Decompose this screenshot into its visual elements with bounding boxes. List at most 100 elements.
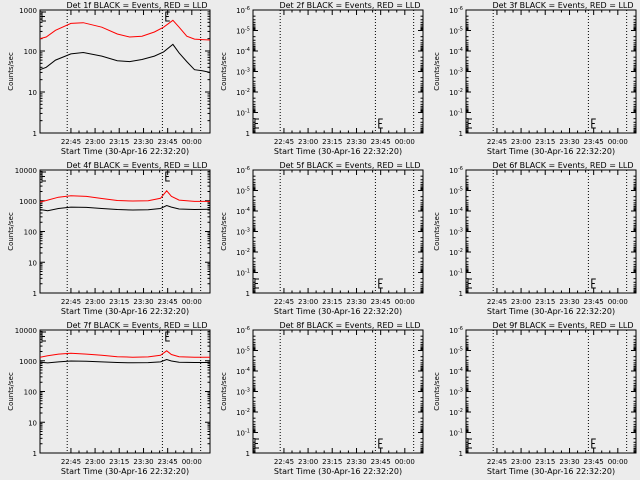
y-tick-label: 10-4 — [236, 207, 250, 216]
panel-title: Det 1f BLACK = Events, RED = LLD — [66, 1, 207, 10]
y-tick-label: 10-5 — [449, 27, 463, 36]
y-tick-label: 1000 — [19, 7, 37, 15]
e-marker-right — [378, 118, 383, 129]
x-tick-label: 23:15 — [535, 458, 555, 466]
x-tick-label: 23:15 — [535, 138, 555, 146]
e-marker-right — [591, 118, 596, 129]
panel-title: Det 6f BLACK = Events, RED = LLD — [492, 161, 633, 170]
y-tick-label: 10-1 — [236, 109, 250, 118]
plot-frame — [39, 169, 211, 294]
x-tick-label: 23:45 — [371, 298, 391, 306]
y-tick-label: 10000 — [15, 167, 37, 175]
panel-det-8f: Det 8f BLACK = Events, RED = LLD 1 10-1 10-… — [220, 321, 424, 476]
y-tick-label: 10-1 — [449, 269, 463, 278]
x-tick-label: 22:45 — [61, 298, 81, 306]
y-tick-label: 10-1 — [449, 109, 463, 118]
panel-det-6f: Det 6f BLACK = Events, RED = LLD 1 10-1 10-… — [433, 161, 637, 316]
y-tick-label: 10-5 — [449, 347, 463, 356]
y-axis-label: Counts/sec — [7, 52, 15, 91]
e-marker-right — [591, 278, 596, 289]
x-axis-label: Start Time (30-Apr-16 22:32:20) — [274, 467, 402, 476]
x-tick-label: 00:00 — [608, 138, 628, 146]
y-tick-label: 1 — [246, 450, 250, 458]
y-tick-label: 100 — [24, 48, 37, 56]
series-lld-line — [40, 19, 210, 41]
e-marker-left — [467, 278, 472, 289]
plot-frame — [39, 9, 211, 134]
x-axis-label: Start Time (30-Apr-16 22:32:20) — [61, 147, 189, 156]
plot-frame — [252, 169, 424, 294]
y-tick-label: 1 — [459, 130, 463, 138]
x-tick-label: 23:30 — [559, 138, 579, 146]
x-tick-label: 23:00 — [85, 138, 105, 146]
y-tick-label: 10-4 — [449, 207, 463, 216]
plot-frame — [465, 329, 637, 454]
y-tick-label: 1 — [246, 290, 250, 298]
y-tick-label: 100 — [24, 389, 37, 397]
x-tick-label: 23:00 — [511, 298, 531, 306]
panel-det-9f: Det 9f BLACK = Events, RED = LLD 1 10-1 10-… — [433, 321, 637, 476]
y-tick-label: 1 — [33, 130, 37, 138]
x-axis-label: Start Time (30-Apr-16 22:32:20) — [487, 467, 615, 476]
panel-title: Det 8f BLACK = Events, RED = LLD — [279, 321, 420, 330]
y-tick-label: 10-5 — [449, 187, 463, 196]
y-tick-label: 10-4 — [449, 367, 463, 376]
x-tick-label: 22:45 — [61, 458, 81, 466]
x-tick-label: 00:00 — [182, 138, 202, 146]
y-tick-label: 10-3 — [236, 68, 250, 77]
y-tick-label: 10-1 — [449, 429, 463, 438]
panel-det-4f: Det 4f BLACK = Events, RED = LLD 1 10 100 10… — [7, 161, 211, 316]
y-tick-label: 10 — [28, 89, 37, 97]
e-marker-right — [591, 438, 596, 449]
x-tick-label: 23:30 — [346, 138, 366, 146]
x-tick-label: 23:15 — [322, 298, 342, 306]
x-tick-label: 22:45 — [274, 138, 294, 146]
y-axis-label: Counts/sec — [220, 52, 228, 91]
x-axis-label: Start Time (30-Apr-16 22:32:20) — [487, 147, 615, 156]
series-events-line — [40, 204, 210, 212]
y-tick-label: 10-4 — [236, 47, 250, 56]
x-axis-label: Start Time (30-Apr-16 22:32:20) — [61, 467, 189, 476]
y-tick-label: 10-6 — [449, 326, 463, 335]
y-tick-label: 10000 — [15, 327, 37, 335]
x-tick-label: 22:45 — [487, 458, 507, 466]
x-tick-label: 22:45 — [274, 298, 294, 306]
x-tick-label: 23:15 — [109, 138, 129, 146]
x-tick-label: 23:00 — [511, 138, 531, 146]
panel-title: Det 4f BLACK = Events, RED = LLD — [66, 161, 207, 170]
e-marker-right — [165, 331, 170, 342]
y-tick-label: 1 — [33, 290, 37, 298]
y-axis-label: Counts/sec — [433, 52, 441, 91]
panel-det-7f: Det 7f BLACK = Events, RED = LLD 1 10 100 10… — [7, 321, 211, 476]
x-tick-label: 23:45 — [158, 458, 178, 466]
y-tick-label: 1 — [246, 130, 250, 138]
y-tick-label: 10-3 — [449, 388, 463, 397]
e-marker-left — [467, 438, 472, 449]
e-marker-right — [378, 278, 383, 289]
y-tick-label: 10-6 — [236, 166, 250, 175]
panel-title: Det 2f BLACK = Events, RED = LLD — [279, 1, 420, 10]
x-tick-label: 23:00 — [511, 458, 531, 466]
panel-det-3f: Det 3f BLACK = Events, RED = LLD 1 10-1 10-… — [433, 1, 637, 156]
y-tick-label: 10-5 — [236, 187, 250, 196]
x-tick-label: 00:00 — [182, 298, 202, 306]
x-tick-label: 23:45 — [158, 298, 178, 306]
x-tick-label: 23:30 — [559, 458, 579, 466]
y-tick-label: 10 — [28, 259, 37, 267]
x-tick-label: 23:30 — [133, 298, 153, 306]
y-tick-label: 1000 — [19, 198, 37, 206]
y-tick-label: 10-2 — [449, 408, 463, 417]
x-tick-label: 00:00 — [608, 458, 628, 466]
y-tick-label: 10-6 — [236, 326, 250, 335]
x-tick-label: 23:30 — [133, 138, 153, 146]
y-axis-label: Counts/sec — [7, 212, 15, 251]
y-tick-label: 10-4 — [449, 47, 463, 56]
x-axis-label: Start Time (30-Apr-16 22:32:20) — [274, 307, 402, 316]
e-marker-left — [254, 118, 259, 129]
plot-frame — [465, 9, 637, 134]
x-tick-label: 23:30 — [559, 298, 579, 306]
y-axis-label: Counts/sec — [7, 372, 15, 411]
x-tick-label: 23:15 — [322, 458, 342, 466]
e-marker-left — [467, 118, 472, 129]
